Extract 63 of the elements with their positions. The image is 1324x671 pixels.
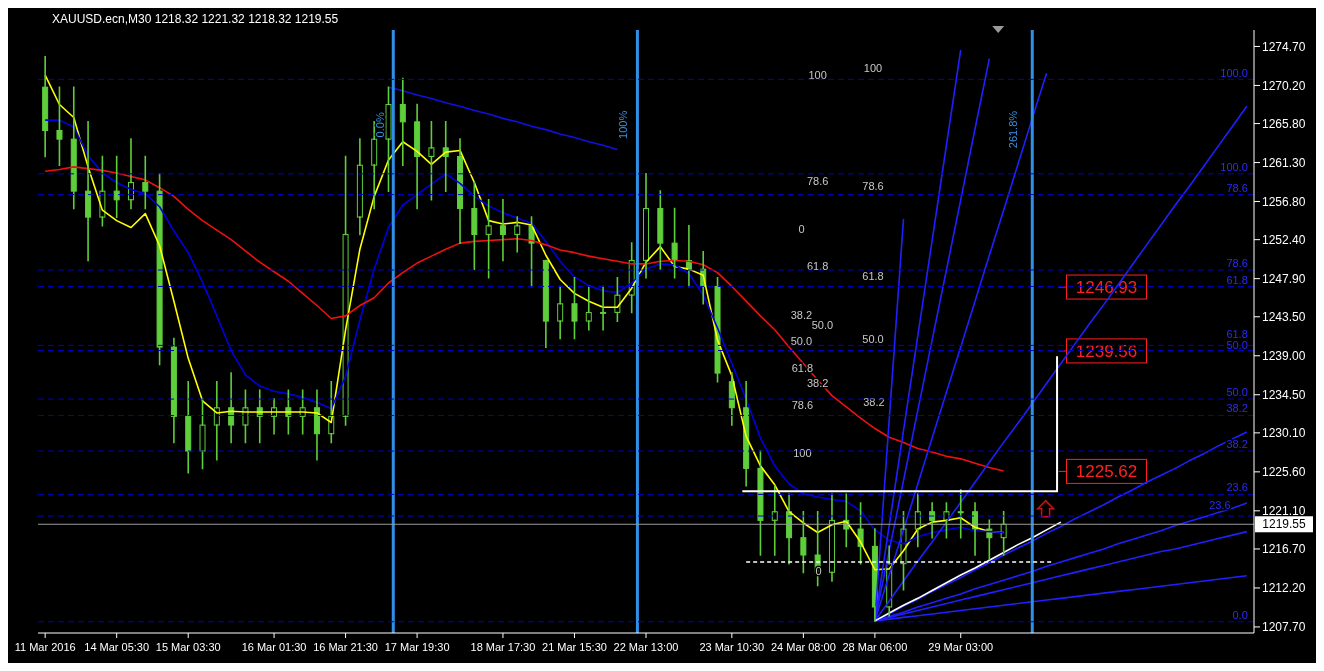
y-tick-label: 1221.10 <box>1262 504 1306 519</box>
annotation: 50.0 <box>790 335 813 348</box>
annotation: 100 <box>808 68 827 81</box>
annotation: 50.0 <box>811 319 834 332</box>
x-tick-label: 16 Mar 01:30 <box>241 641 307 653</box>
x-tick-label: 17 Mar 19:30 <box>384 641 450 653</box>
x-tick-label: 23 Mar 10:30 <box>699 641 765 653</box>
x-tick-label: 16 Mar 21:30 <box>313 641 378 653</box>
x-tick-label: 11 Mar 2016 <box>14 641 76 653</box>
annotation: 50.0 <box>1226 338 1248 351</box>
annotation: 100 <box>793 446 812 459</box>
annotation: 78.6 <box>1226 182 1248 195</box>
annotation: 78.6 <box>791 399 814 412</box>
annotation: 61.8 <box>1226 273 1248 286</box>
x-tick-label: 24 Mar 08:00 <box>770 641 836 653</box>
y-tick-label: 1234.50 <box>1262 388 1306 403</box>
annotation: 23.6 <box>1209 499 1231 512</box>
annotation: 0.0% <box>373 112 386 138</box>
annotation: 100.0 <box>1220 66 1248 79</box>
y-tick-label: 1212.20 <box>1262 581 1306 596</box>
annotation: 61.8 <box>862 269 884 282</box>
annotation: 38.2 <box>863 396 885 409</box>
annotation: 1225.62 <box>1075 462 1138 482</box>
x-tick-label: 14 Mar 05:30 <box>84 641 150 653</box>
annotation: 50.0 <box>1226 386 1248 399</box>
annotation: 78.6 <box>806 175 829 188</box>
y-tick-label: 1270.20 <box>1262 78 1306 93</box>
x-tick-label: 22 Mar 13:00 <box>613 641 679 653</box>
annotation: 78.6 <box>862 180 884 193</box>
annotation: 50.0 <box>862 333 884 346</box>
y-tick-label: 1247.90 <box>1262 271 1306 286</box>
x-tick-label: 21 Mar 15:30 <box>542 641 607 653</box>
chart-title: XAUUSD.ecn,M30 1218.32 1221.32 1218.32 1219.55 <box>52 12 339 26</box>
x-tick-label: 15 Mar 03:30 <box>155 641 221 653</box>
annotation: 78.6 <box>1226 256 1248 269</box>
x-tick-label: 18 Mar 17:30 <box>470 641 536 653</box>
annotation: 23.6 <box>1226 481 1248 494</box>
y-tick-label: 1243.50 <box>1262 310 1306 325</box>
annotation: 100% <box>616 110 629 139</box>
annotation: 0.0 <box>1232 608 1248 621</box>
y-tick-label: 1230.10 <box>1262 426 1306 441</box>
annotation: 61.8 <box>1226 327 1248 340</box>
annotation: 100.0 <box>1220 161 1248 174</box>
annotation: 61.8 <box>806 259 829 272</box>
annotation: 38.2 <box>1226 438 1248 450</box>
x-tick-label: 29 Mar 03:00 <box>928 641 994 653</box>
y-tick-label: 1216.70 <box>1262 542 1306 557</box>
y-tick-label: 1256.80 <box>1262 194 1306 209</box>
annotation: 261.8% <box>1007 110 1019 149</box>
annotation: 0 <box>798 222 805 235</box>
y-tick-label: 1274.70 <box>1262 39 1306 54</box>
x-tick-label: 28 Mar 06:00 <box>842 641 908 653</box>
y-tick-label: 1207.70 <box>1262 620 1306 635</box>
y-tick-label: 1225.60 <box>1262 465 1306 480</box>
y-tick-label: 1265.80 <box>1262 116 1306 131</box>
y-tick-label: 1261.30 <box>1262 155 1306 170</box>
annotation: 38.2 <box>790 308 813 321</box>
annotation: 100 <box>863 62 883 75</box>
y-tick-label: 1252.40 <box>1262 232 1306 247</box>
ref-line-label: 1219.55 <box>1262 517 1307 532</box>
annotation: 0 <box>815 565 822 578</box>
annotation: 38.2 <box>1226 402 1248 415</box>
y-tick-label: 1239.00 <box>1262 349 1306 364</box>
